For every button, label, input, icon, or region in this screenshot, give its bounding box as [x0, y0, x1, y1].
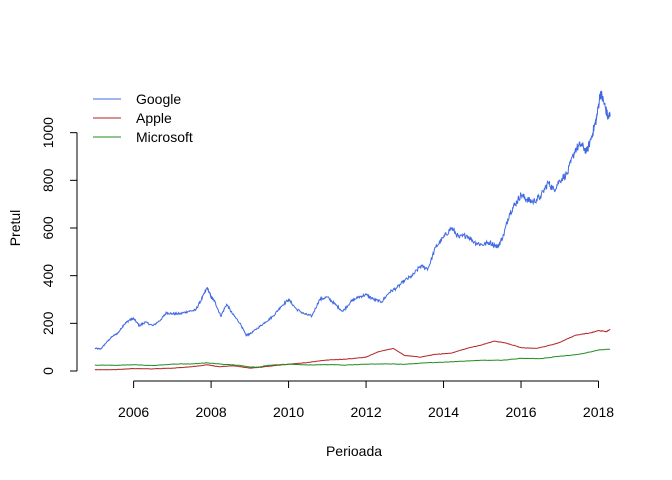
legend: Google Apple Microsoft [93, 91, 193, 145]
legend-label-microsoft: Microsoft [136, 129, 193, 145]
y-tick-label: 600 [40, 216, 56, 240]
x-tick-label: 2016 [505, 404, 536, 420]
series-line-microsoft [94, 348, 611, 368]
series-line-google [94, 90, 611, 351]
x-axis-title: Perioada [326, 443, 382, 459]
x-axis: 2006 2008 2010 2012 2014 2016 2018 [118, 380, 614, 420]
y-tick-label: 800 [40, 168, 56, 192]
y-tick-label: 400 [40, 264, 56, 288]
y-tick-label: 1000 [40, 117, 56, 148]
legend-label-apple: Apple [136, 110, 172, 126]
series-layer [94, 90, 611, 371]
series-line-apple [94, 328, 611, 371]
x-tick-label: 2014 [428, 404, 459, 420]
y-tick-label: 200 [40, 311, 56, 335]
x-tick-label: 2008 [196, 404, 227, 420]
y-tick-label: 0 [40, 367, 56, 375]
x-tick-label: 2012 [350, 404, 381, 420]
x-tick-label: 2010 [273, 404, 304, 420]
y-axis-title: Pretul [7, 210, 23, 247]
x-tick-label: 2018 [583, 404, 614, 420]
y-axis: 0 200 400 600 800 1000 [40, 117, 78, 375]
legend-label-google: Google [136, 91, 181, 107]
x-tick-label: 2006 [118, 404, 149, 420]
